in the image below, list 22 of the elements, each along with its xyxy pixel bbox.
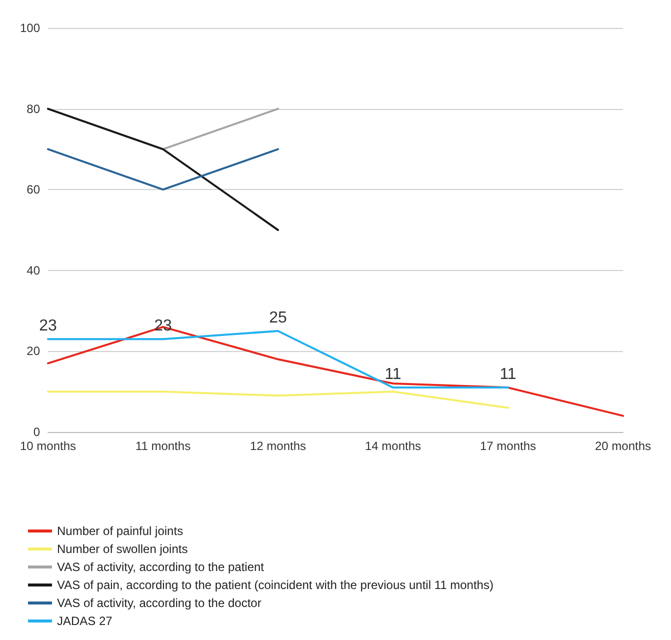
legend-label: VAS of activity, according to the doctor bbox=[57, 596, 262, 610]
x-tick-label: 10 months bbox=[20, 439, 76, 453]
legend-label: Number of swollen joints bbox=[57, 542, 188, 556]
legend-label: VAS of activity, according to the patient bbox=[57, 560, 265, 574]
legend-label: Number of painful joints bbox=[57, 524, 184, 538]
x-tick-label: 12 months bbox=[250, 439, 306, 453]
data-label: 11 bbox=[384, 366, 402, 384]
x-tick-label: 17 months bbox=[480, 439, 536, 453]
x-tick-label: 14 months bbox=[364, 439, 422, 453]
x-tick-label: 11 months bbox=[135, 439, 191, 453]
legend-label: JADAS 27 bbox=[57, 614, 113, 628]
legend-label: VAS of pain, according to the patient (coincident with the previous until 11 months) bbox=[57, 578, 494, 592]
data-label: 23 bbox=[39, 318, 57, 335]
data-label: 25 bbox=[269, 310, 287, 326]
y-tick-label: 60 bbox=[26, 182, 40, 197]
y-tick-label: 20 bbox=[26, 344, 40, 358]
x-tick-label: 20 months bbox=[594, 439, 652, 453]
y-tick-label: 0 bbox=[33, 425, 40, 439]
data-label: 11 bbox=[500, 366, 516, 384]
y-tick-label: 100 bbox=[20, 21, 40, 35]
y-tick-label: 80 bbox=[26, 102, 40, 116]
y-tick-label: 40 bbox=[26, 263, 40, 278]
